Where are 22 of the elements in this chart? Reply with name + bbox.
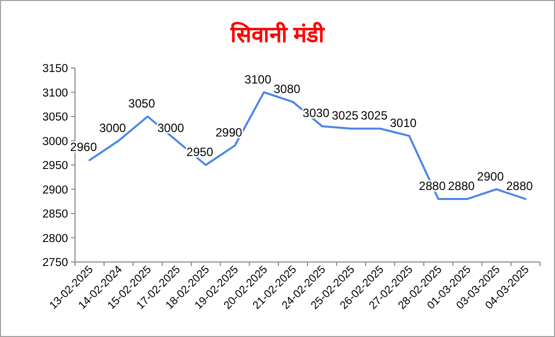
y-tick-label: 2850: [42, 208, 68, 220]
y-tick-label: 3150: [42, 63, 68, 75]
data-label: 3025: [332, 108, 359, 123]
data-label: 3100: [244, 72, 272, 86]
chart-title: सिवानी मंडी: [229, 21, 326, 47]
y-tick-label: 2900: [42, 184, 68, 196]
data-label: 2990: [215, 126, 243, 140]
y-tick-label: 3050: [42, 112, 68, 124]
y-tick-label: 2950: [42, 160, 68, 172]
y-tick-label: 3000: [42, 136, 68, 148]
data-label: 2880: [448, 178, 476, 193]
data-label: 3010: [390, 116, 417, 130]
y-tick-label: 2750: [42, 257, 68, 269]
y-tick-label: 2800: [42, 232, 68, 245]
y-tick-label: 3100: [42, 87, 68, 100]
data-label: 3000: [99, 120, 126, 135]
data-label: 3025: [360, 108, 388, 123]
data-label: 3080: [274, 82, 301, 96]
data-label: 3050: [128, 96, 156, 110]
data-label: 2960: [70, 140, 98, 154]
data-label: 2880: [506, 178, 534, 193]
data-label: 2900: [477, 169, 504, 184]
